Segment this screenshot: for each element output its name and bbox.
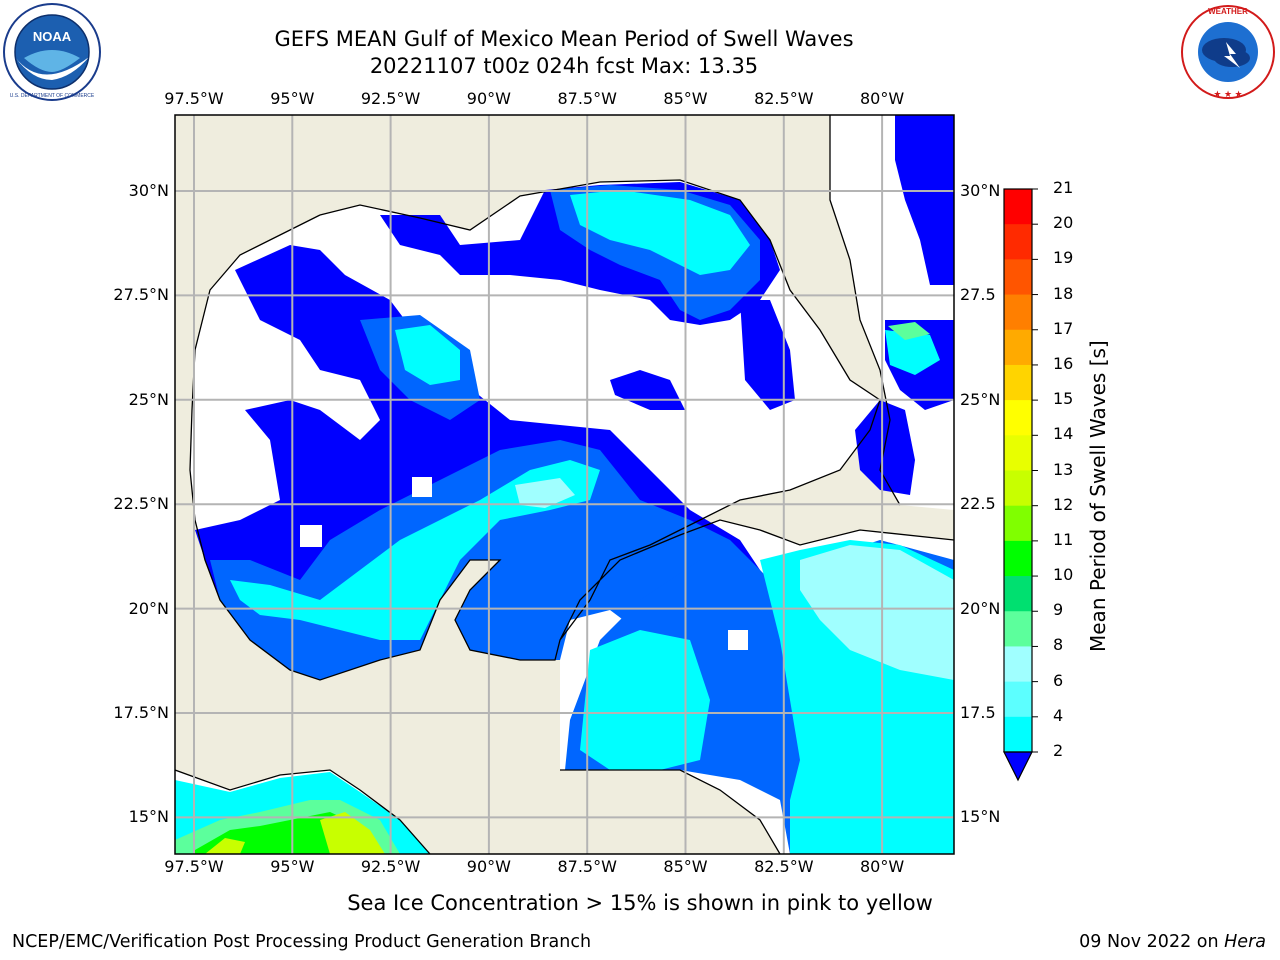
lon-tick-bottom: 87.5°W <box>557 857 617 876</box>
lon-tick-top: 87.5°W <box>557 89 617 108</box>
colorbar-swatch <box>1004 716 1032 753</box>
lon-tick-bottom: 80°W <box>860 857 905 876</box>
lat-tick-right: 20°N <box>960 598 1001 618</box>
svg-text:NOAA: NOAA <box>33 29 72 44</box>
lon-tick-top: 80°W <box>860 89 905 108</box>
colorbar-tick-label: 20 <box>1053 213 1074 233</box>
lon-tick-bottom: 97.5°W <box>164 857 224 876</box>
noaa-logo: NOAA U.S. DEPARTMENT OF COMMERCE <box>3 3 101 101</box>
swell-6-8-west <box>395 325 460 385</box>
swell-12-13-pacific-b <box>205 838 245 854</box>
colorbar-extend-min <box>1003 751 1033 782</box>
lat-tick-left: 17.5°N <box>113 703 169 722</box>
lon-tick-top: 90°W <box>466 89 511 108</box>
swell-8-9-carib <box>800 545 954 680</box>
masked-block <box>300 525 322 547</box>
lat-tick-right: 27.5 <box>960 285 996 305</box>
colorbar-swatch <box>1004 681 1032 718</box>
colorbar-swatch <box>1004 294 1032 331</box>
swell-6-8-north <box>570 190 750 275</box>
lat-tick-right: 30°N <box>960 181 1001 200</box>
colorbar-tick-label: 12 <box>1053 494 1074 514</box>
lat-tick-right: 17.5 <box>960 703 996 722</box>
svg-text:★ ★ ★: ★ ★ ★ <box>1213 89 1242 99</box>
swell-2-4-east-a <box>740 300 795 410</box>
map-frame <box>174 114 955 855</box>
colorbar-swatch <box>1004 576 1032 612</box>
lat-tick-left: 20°N <box>128 598 169 618</box>
lat-tick-left: 27.5°N <box>113 285 169 305</box>
lon-tick-top: 97.5°W <box>164 89 224 108</box>
credit-host: Hera <box>1224 932 1266 952</box>
colorbar-swatch <box>1004 259 1032 296</box>
colorbar-swatch <box>1004 540 1032 577</box>
swell-bahamas-high <box>888 322 930 340</box>
lon-tick-bottom: 82.5°W <box>754 857 814 876</box>
map-area <box>175 115 954 854</box>
colorbar-tick-label: 2 <box>1053 741 1064 760</box>
colorbar-tick-label: 21 <box>1053 178 1074 197</box>
colorbar-tick-label: 6 <box>1053 670 1064 690</box>
colorbar-swatch <box>1004 505 1032 542</box>
svg-text:WEATHER: WEATHER <box>1208 7 1248 16</box>
colorbar-tick-label: 9 <box>1053 600 1064 620</box>
colorbar-tick-label: 19 <box>1053 248 1074 268</box>
colorbar-tick-label: 17 <box>1053 318 1074 338</box>
credit-date-text: 09 Nov 2022 on <box>1079 932 1225 952</box>
colorbar-swatch <box>1004 189 1032 225</box>
lon-tick-bottom: 90°W <box>466 857 511 876</box>
lat-tick-left: 22.5°N <box>113 494 169 514</box>
lat-tick-right: 22.5 <box>960 494 996 514</box>
lon-tick-top: 85°W <box>663 89 708 108</box>
lon-tick-bottom: 92.5°W <box>360 857 421 876</box>
colorbar-swatch <box>1004 329 1032 366</box>
colorbar-tick-label: 15 <box>1053 389 1074 409</box>
chart-title: GEFS MEAN Gulf of Mexico Mean Period of … <box>274 27 854 51</box>
colorbar <box>1003 188 1038 782</box>
swell-4-6-gulf <box>210 440 800 770</box>
colorbar-tick-label: 8 <box>1053 635 1064 655</box>
lon-tick-top: 92.5°W <box>360 89 421 108</box>
lon-tick-top: 95°W <box>270 89 315 108</box>
colorbar-swatch <box>1004 611 1032 647</box>
colorbar-tick-label: 13 <box>1053 459 1074 479</box>
colorbar-tick-label: 18 <box>1053 283 1074 303</box>
colorbar-tick-label: 16 <box>1053 353 1074 373</box>
credit-date: 09 Nov 2022 on Hera <box>1079 932 1266 952</box>
lat-tick-left: 25°N <box>128 389 169 409</box>
nws-logo: WEATHER ★ ★ ★ <box>1181 5 1275 99</box>
colorbar-tick-label: 11 <box>1053 529 1074 549</box>
lat-tick-right: 25°N <box>960 389 1001 409</box>
colorbar-swatch <box>1004 224 1032 260</box>
coastline <box>175 115 954 854</box>
colorbar-swatch <box>1004 470 1032 507</box>
colorbar-label: Mean Period of Swell Waves [s] <box>1086 340 1110 652</box>
lat-tick-left: 15°N <box>128 807 169 827</box>
colorbar-tick-label: 10 <box>1053 565 1074 585</box>
lon-tick-bottom: 85°W <box>663 857 708 876</box>
lat-tick-right: 15°N <box>960 807 1001 827</box>
swell-2-4-atlantic <box>895 115 954 285</box>
credit-branch: NCEP/EMC/Verification Post Processing Pr… <box>12 932 592 952</box>
sea-ice-note: Sea Ice Concentration > 15% is shown in … <box>347 891 933 915</box>
colorbar-tick-label: 14 <box>1053 424 1074 444</box>
graticule <box>175 115 954 854</box>
svg-text:U.S. DEPARTMENT OF COMMERCE: U.S. DEPARTMENT OF COMMERCE <box>10 93 95 99</box>
lon-tick-bottom: 95°W <box>270 857 315 876</box>
swell-12-13-pacific <box>320 812 385 854</box>
masked-block <box>412 477 432 497</box>
swell-6-8-bahamas <box>885 330 940 375</box>
swell-8-9-gulf <box>515 478 575 508</box>
colorbar-swatch <box>1004 364 1032 401</box>
colorbar-swatch <box>1004 435 1032 471</box>
colorbar-swatch <box>1004 646 1032 683</box>
colorbar-tick-label: 4 <box>1053 705 1064 725</box>
swell-6-8-carib-west <box>580 630 710 770</box>
lat-tick-left: 30°N <box>128 181 169 200</box>
colorbar-swatch <box>1004 400 1032 436</box>
masked-block <box>728 630 748 650</box>
chart-subtitle: 20221107 t00z 024h fcst Max: 13.35 <box>369 54 759 78</box>
lon-tick-top: 82.5°W <box>754 89 814 108</box>
